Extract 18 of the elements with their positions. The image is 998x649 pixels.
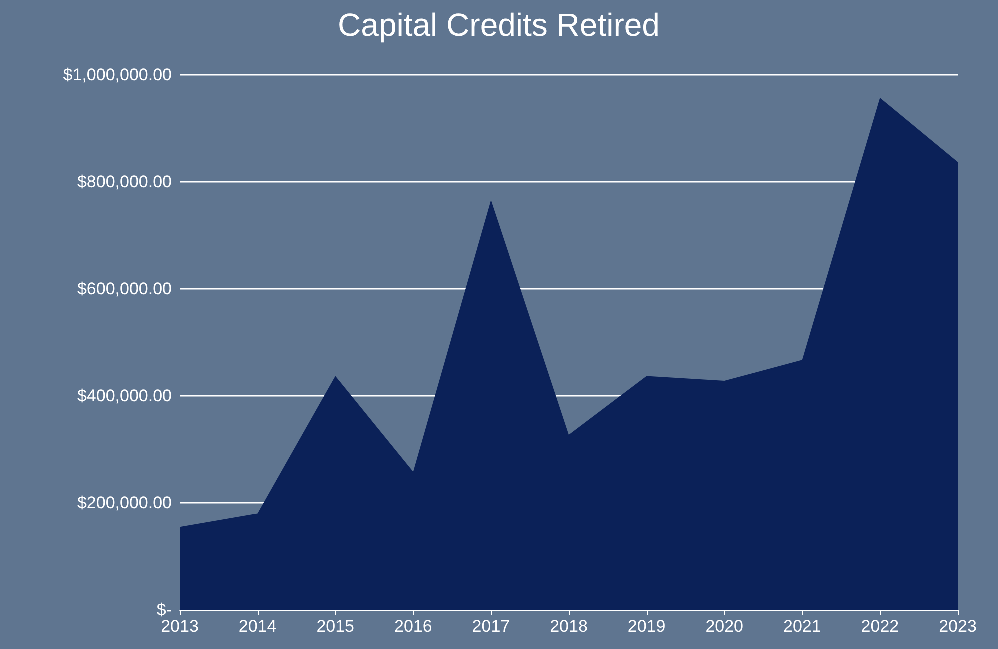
- y-tick-label: $600,000.00: [77, 280, 172, 298]
- y-tick-label: $800,000.00: [77, 172, 172, 192]
- chart-title: Capital Credits Retired: [338, 7, 660, 43]
- x-tick-label: 2020: [706, 617, 744, 636]
- x-tick-label: 2023: [939, 617, 977, 636]
- x-tick-label: 2019: [628, 617, 666, 636]
- x-tick-label: 2015: [316, 617, 355, 636]
- x-tick-label: 2016: [394, 617, 432, 636]
- x-tick-label: 2013: [161, 617, 199, 636]
- x-tick-label: 2021: [783, 617, 822, 636]
- x-tick-label: 2022: [861, 617, 900, 636]
- y-tick-label: $1,000,000.00: [63, 66, 172, 84]
- x-tick-label: 2018: [550, 617, 588, 636]
- y-tick-label: $400,000.00: [77, 386, 172, 406]
- y-tick-label: $200,000.00: [77, 494, 172, 512]
- y-tick-label: $-: [156, 600, 172, 620]
- x-tick-label: 2017: [472, 617, 510, 636]
- x-tick-label: 2014: [238, 617, 277, 636]
